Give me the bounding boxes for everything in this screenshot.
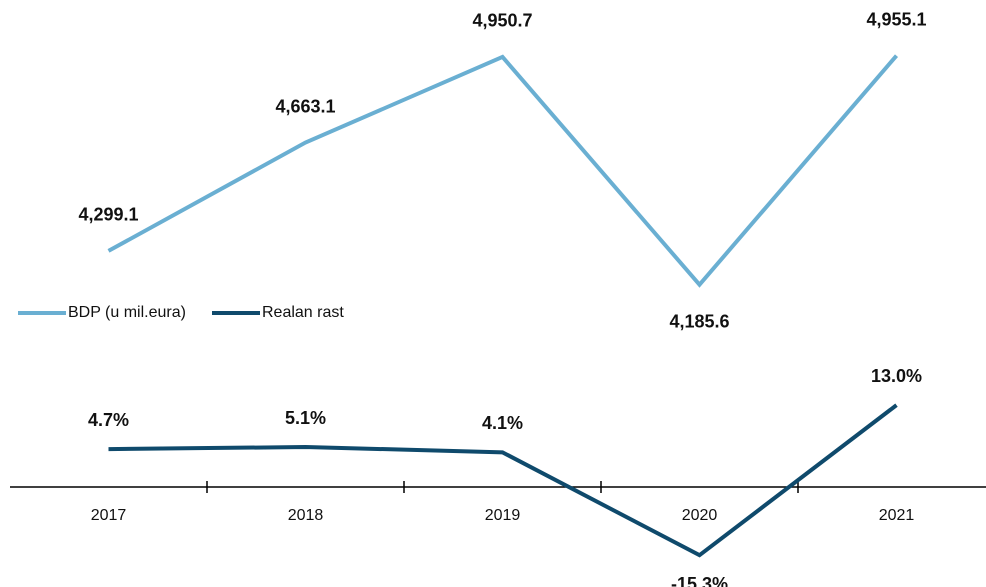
data-label: 5.1% [285,408,326,428]
legend-label: Realan rast [262,304,344,321]
x-tick-label: 2021 [879,507,915,524]
data-label: 4,663.1 [275,96,335,116]
data-label: 4,299.1 [78,205,138,225]
data-label: 4,950.7 [472,11,532,31]
x-tick-label: 2018 [288,507,324,524]
data-label: 4.7% [88,410,129,430]
data-label: 4,955.1 [866,9,926,29]
series-line [108,403,898,558]
x-tick-label: 2020 [682,507,718,524]
data-label: 4.1% [482,413,523,433]
x-tick-label: 2019 [485,507,521,524]
data-label: 13.0% [871,366,922,386]
data-label: 4,185.6 [669,311,729,331]
legend-label: BDP (u mil.eura) [68,304,186,321]
data-label: -15.3% [671,574,728,587]
series-line [107,54,899,288]
x-tick-label: 2017 [91,507,127,524]
